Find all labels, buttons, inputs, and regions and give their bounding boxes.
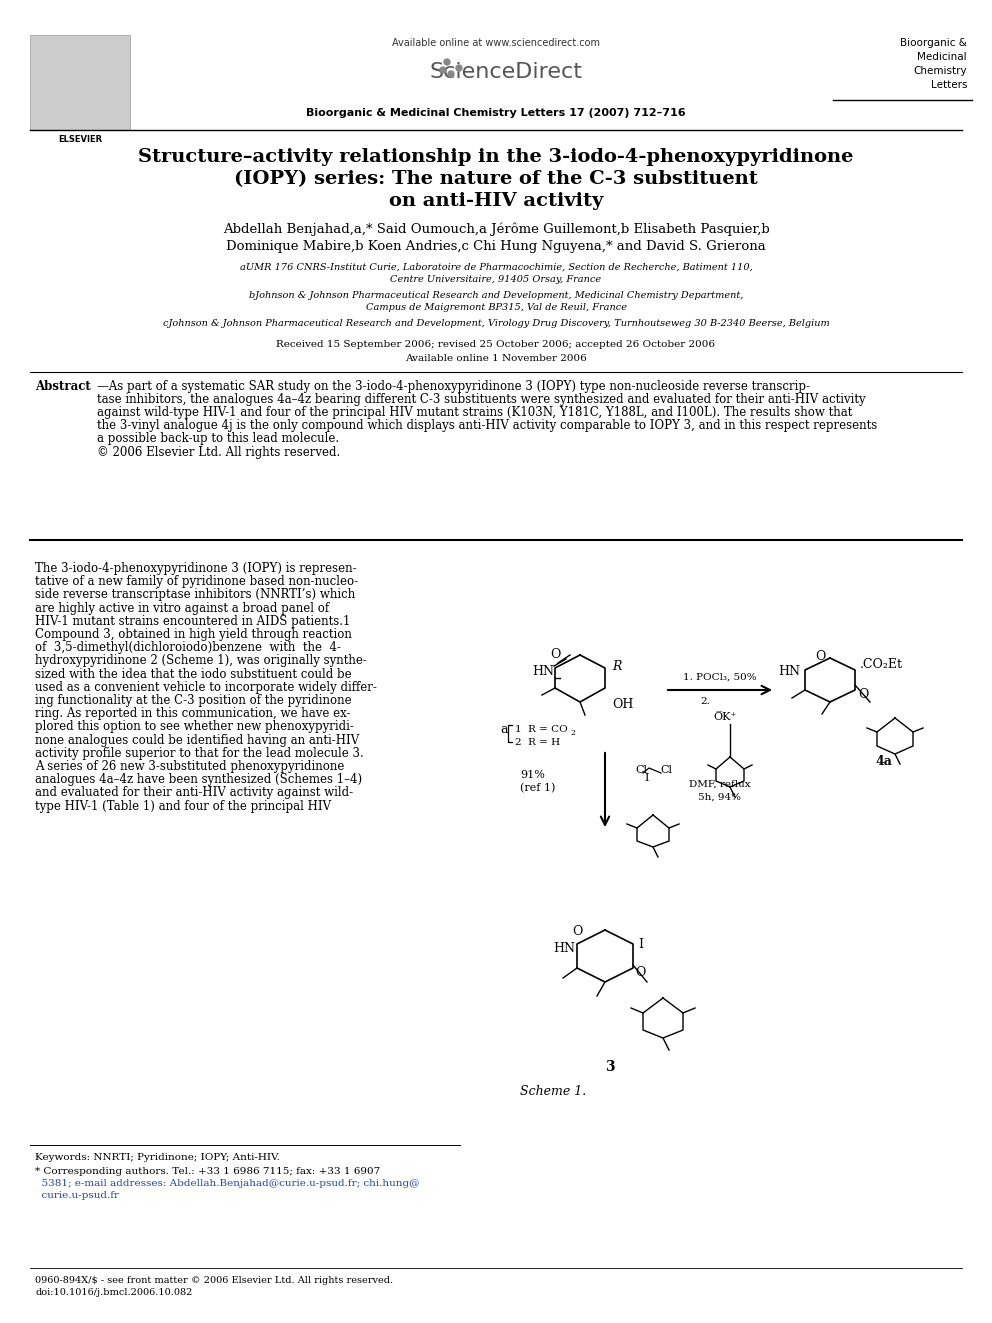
Text: against wild-type HIV-1 and four of the principal HIV mutant strains (K103N, Y18: against wild-type HIV-1 and four of the … [97, 406, 852, 419]
Text: 1  R = CO: 1 R = CO [515, 725, 567, 734]
Text: Received 15 September 2006; revised 25 October 2006; accepted 26 October 2006: Received 15 September 2006; revised 25 O… [277, 340, 715, 349]
Circle shape [448, 71, 454, 77]
Text: Cl: Cl [635, 765, 647, 775]
Text: Bioorganic & Medicinal Chemistry Letters 17 (2007) 712–716: Bioorganic & Medicinal Chemistry Letters… [307, 108, 685, 118]
Text: Cl: Cl [660, 765, 672, 775]
Text: Medicinal: Medicinal [918, 52, 967, 62]
Text: * Corresponding authors. Tel.: +33 1 6986 7115; fax: +33 1 6907: * Corresponding authors. Tel.: +33 1 698… [35, 1167, 380, 1176]
Text: ELSEVIER: ELSEVIER [58, 135, 102, 144]
Text: O: O [858, 688, 868, 701]
Text: activity profile superior to that for the lead molecule 3.: activity profile superior to that for th… [35, 746, 364, 759]
Text: The 3-iodo-4-phenoxypyridinone 3 (IOPY) is represen-: The 3-iodo-4-phenoxypyridinone 3 (IOPY) … [35, 562, 357, 576]
Text: side reverse transcriptase inhibitors (NNRTI’s) which: side reverse transcriptase inhibitors (N… [35, 589, 355, 602]
Text: ring. As reported in this communication, we have ex-: ring. As reported in this communication,… [35, 708, 350, 720]
Text: 3: 3 [605, 1060, 615, 1074]
Text: plored this option to see whether new phenoxypyridi-: plored this option to see whether new ph… [35, 721, 354, 733]
Text: Campus de Maigremont BP315, Val de Reuil, France: Campus de Maigremont BP315, Val de Reuil… [365, 303, 627, 312]
Text: I: I [645, 773, 649, 783]
Text: 0960-894X/$ - see front matter © 2006 Elsevier Ltd. All rights reserved.: 0960-894X/$ - see front matter © 2006 El… [35, 1275, 393, 1285]
Circle shape [440, 67, 446, 73]
Bar [30, 34, 130, 130]
Text: DMF, reflux: DMF, reflux [689, 781, 751, 789]
Text: (ref 1): (ref 1) [520, 783, 556, 794]
Text: (IOPY) series: The nature of the C-3 substituent: (IOPY) series: The nature of the C-3 sub… [234, 169, 758, 188]
Text: Compound 3, obtained in high yield through reaction: Compound 3, obtained in high yield throu… [35, 628, 352, 642]
Text: —As part of a systematic SAR study on the 3-iodo-4-phenoxypyridinone 3 (IOPY) ty: —As part of a systematic SAR study on th… [97, 380, 810, 393]
Text: 5381; e-mail addresses: Abdellah.Benjahad@curie.u-psud.fr; chi.hung@: 5381; e-mail addresses: Abdellah.Benjaha… [35, 1179, 420, 1188]
Text: O: O [814, 650, 825, 663]
Text: none analogues could be identified having an anti-HIV: none analogues could be identified havin… [35, 733, 359, 746]
Text: Chemistry: Chemistry [914, 66, 967, 75]
Text: 91%: 91% [520, 770, 545, 781]
Text: Structure–activity relationship in the 3-iodo-4-phenoxypyridinone: Structure–activity relationship in the 3… [138, 148, 854, 165]
Text: Abstract: Abstract [35, 380, 90, 393]
Text: O: O [550, 648, 560, 662]
Text: the 3-vinyl analogue 4j is the only compound which displays anti-HIV activity co: the 3-vinyl analogue 4j is the only comp… [97, 419, 877, 433]
Text: R: R [612, 660, 621, 673]
Text: 1. POCl₃, 50%: 1. POCl₃, 50% [683, 673, 757, 681]
Text: aUMR 176 CNRS-Institut Curie, Laboratoire de Pharmacochimie, Section de Recherch: aUMR 176 CNRS-Institut Curie, Laboratoir… [240, 263, 752, 273]
Text: OH: OH [612, 699, 633, 710]
Text: tase inhibitors, the analogues 4a–4z bearing different C-3 substituents were syn: tase inhibitors, the analogues 4a–4z bea… [97, 393, 866, 406]
Text: ScienceDirect: ScienceDirect [430, 62, 582, 82]
Text: .CO₂Et: .CO₂Et [860, 658, 903, 671]
Text: Abdellah Benjahad,a,* Said Oumouch,a Jérôme Guillemont,b Elisabeth Pasquier,b: Abdellah Benjahad,a,* Said Oumouch,a Jér… [222, 222, 770, 235]
Text: Letters: Letters [930, 79, 967, 90]
Text: sized with the idea that the iodo substituent could be: sized with the idea that the iodo substi… [35, 668, 351, 680]
Text: and evaluated for their anti-HIV activity against wild-: and evaluated for their anti-HIV activit… [35, 786, 353, 799]
Text: are highly active in vitro against a broad panel of: are highly active in vitro against a bro… [35, 602, 329, 615]
Text: a: a [500, 722, 508, 736]
Text: on anti-HIV activity: on anti-HIV activity [389, 192, 603, 210]
Text: type HIV-1 (Table 1) and four of the principal HIV: type HIV-1 (Table 1) and four of the pri… [35, 799, 331, 812]
Text: tative of a new family of pyridinone based non-nucleo-: tative of a new family of pyridinone bas… [35, 576, 358, 589]
Text: Dominique Mabire,b Koen Andries,c Chi Hung Nguyena,* and David S. Grierona: Dominique Mabire,b Koen Andries,c Chi Hu… [226, 239, 766, 253]
Text: 2.: 2. [700, 697, 710, 706]
Text: Available online at www.sciencedirect.com: Available online at www.sciencedirect.co… [392, 38, 600, 48]
Text: hydroxypyridinone 2 (Scheme 1), was originally synthe-: hydroxypyridinone 2 (Scheme 1), was orig… [35, 655, 367, 667]
Text: Keywords: NNRTI; Pyridinone; IOPY; Anti-HIV.: Keywords: NNRTI; Pyridinone; IOPY; Anti-… [35, 1154, 280, 1162]
Text: analogues 4a–4z have been synthesized (Schemes 1–4): analogues 4a–4z have been synthesized (S… [35, 773, 362, 786]
Text: I: I [638, 938, 643, 951]
Text: 5h, 94%: 5h, 94% [698, 792, 741, 802]
Text: O: O [571, 925, 582, 938]
Text: 4a: 4a [875, 755, 892, 767]
Text: HN: HN [553, 942, 575, 955]
Text: curie.u-psud.fr: curie.u-psud.fr [35, 1191, 119, 1200]
Text: cJohnson & Johnson Pharmaceutical Research and Development, Virology Drug Discov: cJohnson & Johnson Pharmaceutical Resear… [163, 319, 829, 328]
Text: HN: HN [532, 665, 554, 677]
Text: 2: 2 [570, 729, 575, 737]
Text: Centre Universitaire, 91405 Orsay, France: Centre Universitaire, 91405 Orsay, Franc… [391, 275, 601, 284]
Text: used as a convenient vehicle to incorporate widely differ-: used as a convenient vehicle to incorpor… [35, 681, 377, 693]
Text: a possible back-up to this lead molecule.: a possible back-up to this lead molecule… [97, 433, 339, 445]
Text: © 2006 Elsevier Ltd. All rights reserved.: © 2006 Elsevier Ltd. All rights reserved… [97, 446, 340, 459]
Text: O: O [635, 966, 646, 979]
Text: Bioorganic &: Bioorganic & [900, 38, 967, 48]
Text: of  3,5-dimethyl(dichloroiodo)benzene  with  the  4-: of 3,5-dimethyl(dichloroiodo)benzene wit… [35, 642, 341, 654]
Text: O̅K⁺: O̅K⁺ [713, 712, 737, 722]
Text: 2  R = H: 2 R = H [515, 738, 560, 747]
Text: ing functionality at the C-3 position of the pyridinone: ing functionality at the C-3 position of… [35, 695, 351, 706]
Text: HN: HN [778, 665, 800, 677]
Text: Scheme 1.: Scheme 1. [520, 1085, 586, 1098]
Circle shape [456, 65, 462, 71]
Text: doi:10.1016/j.bmcl.2006.10.082: doi:10.1016/j.bmcl.2006.10.082 [35, 1289, 192, 1297]
Text: A series of 26 new 3-substituted phenoxypyridinone: A series of 26 new 3-substituted phenoxy… [35, 759, 344, 773]
Text: bJohnson & Johnson Pharmaceutical Research and Development, Medicinal Chemistry : bJohnson & Johnson Pharmaceutical Resear… [249, 291, 743, 300]
Text: Available online 1 November 2006: Available online 1 November 2006 [405, 355, 587, 363]
Circle shape [444, 60, 450, 65]
Text: HIV-1 mutant strains encountered in AIDS patients.1: HIV-1 mutant strains encountered in AIDS… [35, 615, 350, 628]
